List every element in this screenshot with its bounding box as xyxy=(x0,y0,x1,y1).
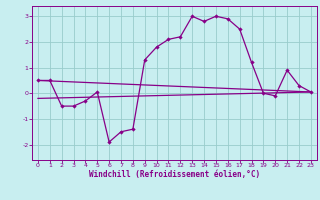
X-axis label: Windchill (Refroidissement éolien,°C): Windchill (Refroidissement éolien,°C) xyxy=(89,170,260,179)
